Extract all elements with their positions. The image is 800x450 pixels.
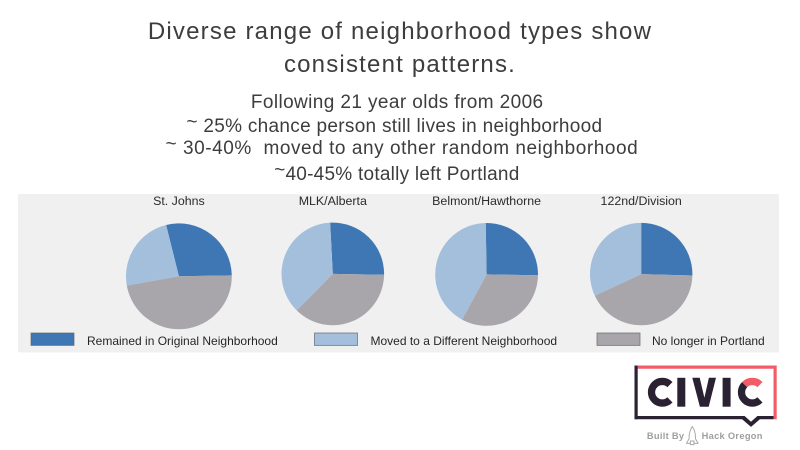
- svg-text:No longer in Portland: No longer in Portland: [652, 334, 765, 348]
- svg-text:Belmont/Hawthorne: Belmont/Hawthorne: [432, 194, 541, 208]
- svg-text:MLK/Alberta: MLK/Alberta: [299, 194, 367, 208]
- svg-text:Hack Oregon: Hack Oregon: [702, 431, 763, 441]
- svg-text:122nd/Division: 122nd/Division: [601, 194, 682, 208]
- svg-text:Built By: Built By: [647, 431, 685, 441]
- svg-text:St. Johns: St. Johns: [153, 194, 205, 208]
- svg-text:Moved to a Different Neighborh: Moved to a Different Neighborhood: [371, 334, 558, 348]
- svg-text:Remained in Original Neighborh: Remained in Original Neighborhood: [87, 334, 278, 348]
